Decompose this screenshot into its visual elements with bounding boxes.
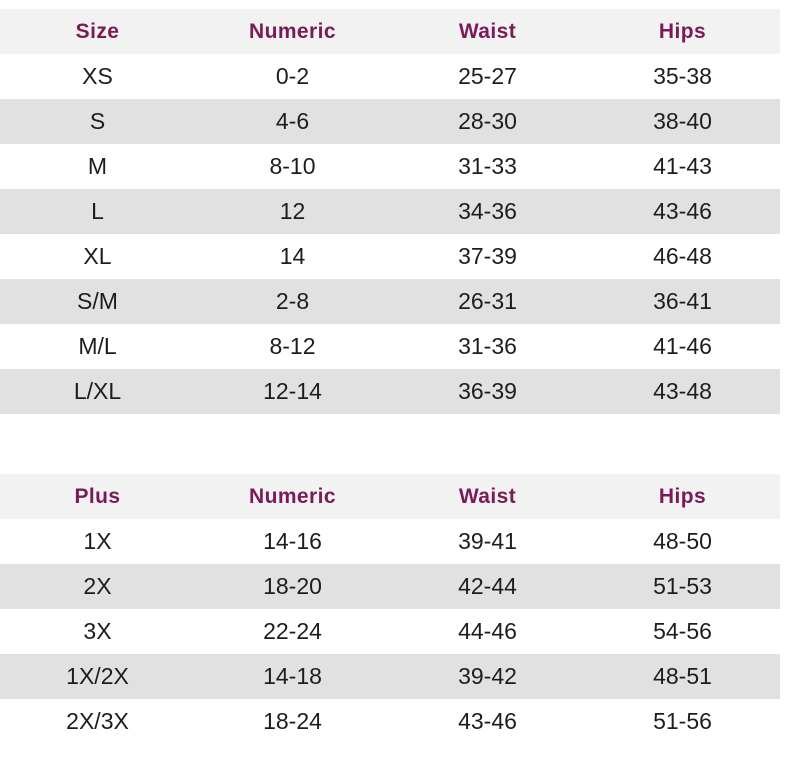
table-row: XL 14 37-39 46-48 [0, 234, 780, 279]
table-cell: 48-50 [653, 528, 712, 554]
table-cell: 36-41 [653, 288, 712, 314]
table-cell: 31-36 [458, 333, 517, 359]
header-cell: Waist [458, 484, 517, 508]
table-row: L 12 34-36 43-46 [0, 189, 780, 234]
header-cell: Size [75, 19, 120, 43]
table-cell: 41-43 [653, 153, 712, 179]
table-cell: 28-30 [458, 108, 517, 134]
table-cell: 14-16 [263, 528, 322, 554]
table-cell: 48-51 [653, 663, 712, 689]
table-row: M 8-10 31-33 41-43 [0, 144, 780, 189]
table-cell: S/M [77, 288, 118, 314]
table-cell: 41-46 [653, 333, 712, 359]
table-cell: 18-24 [263, 708, 322, 734]
table-cell: 26-31 [458, 288, 517, 314]
table-cell: S [89, 108, 106, 134]
table-cell: 39-42 [458, 663, 517, 689]
table-row: 1X 14-16 39-41 48-50 [0, 519, 780, 564]
plus-size-table: Plus Numeric Waist Hips 1X 14-16 39-41 48-50 2X… [0, 474, 780, 744]
table-cell: 43-46 [458, 708, 517, 734]
table-cell: 37-39 [458, 243, 517, 269]
table-cell: 25-27 [458, 63, 517, 89]
table-cell: 31-33 [458, 153, 517, 179]
table-cell: 2X/3X [66, 708, 129, 734]
table-cell: 3X [83, 618, 112, 644]
table-cell: 35-38 [653, 63, 712, 89]
table-gap [0, 414, 800, 474]
table-cell: 1X/2X [66, 663, 129, 689]
table-cell: 46-48 [653, 243, 712, 269]
table-cell: 18-20 [263, 573, 322, 599]
table-cell: 34-36 [458, 198, 517, 224]
table-row: 3X 22-24 44-46 54-56 [0, 609, 780, 654]
table-cell: M/L [78, 333, 117, 359]
header-cell: Numeric [249, 484, 336, 508]
table-cell: 12 [279, 198, 306, 224]
table-row: 2X/3X 18-24 43-46 51-56 [0, 699, 780, 744]
table-cell: 51-56 [653, 708, 712, 734]
table-cell: 51-53 [653, 573, 712, 599]
table-cell: 4-6 [275, 108, 310, 134]
header-cell: Plus [74, 484, 121, 508]
table-cell: 38-40 [653, 108, 712, 134]
table-row: 2X 18-20 42-44 51-53 [0, 564, 780, 609]
table-row: L/XL 12-14 36-39 43-48 [0, 369, 780, 414]
table-cell: 39-41 [458, 528, 517, 554]
table-cell: 14-18 [263, 663, 322, 689]
table-cell: 8-12 [269, 333, 316, 359]
table-row: XS 0-2 25-27 35-38 [0, 54, 780, 99]
table-row: 1X/2X 14-18 39-42 48-51 [0, 654, 780, 699]
table-cell: 42-44 [458, 573, 517, 599]
table-row: S/M 2-8 26-31 36-41 [0, 279, 780, 324]
table-cell: 43-48 [653, 378, 712, 404]
table-cell: 22-24 [263, 618, 322, 644]
table-cell: M [87, 153, 108, 179]
table-cell: 54-56 [653, 618, 712, 644]
table-cell: 12-14 [263, 378, 322, 404]
header-row: Plus Numeric Waist Hips [0, 474, 780, 519]
table-row: M/L 8-12 31-36 41-46 [0, 324, 780, 369]
table-cell: 14 [279, 243, 306, 269]
table-row: S 4-6 28-30 38-40 [0, 99, 780, 144]
table-cell: L [91, 198, 104, 224]
table-cell: 1X [83, 528, 112, 554]
table-cell: 36-39 [458, 378, 517, 404]
header-cell: Numeric [249, 19, 336, 43]
header-cell: Waist [458, 19, 517, 43]
header-row: Size Numeric Waist Hips [0, 9, 780, 54]
header-cell: Hips [658, 19, 707, 43]
table-cell: 43-46 [653, 198, 712, 224]
header-cell: Hips [658, 484, 707, 508]
table-cell: 2X [83, 573, 112, 599]
table-cell: L/XL [73, 378, 122, 404]
standard-size-table: Size Numeric Waist Hips XS 0-2 25-27 35-38 S 4-6… [0, 9, 780, 414]
table-cell: 2-8 [275, 288, 310, 314]
table-cell: XS [82, 63, 113, 89]
table-cell: 8-10 [269, 153, 316, 179]
table-cell: XL [83, 243, 112, 269]
table-cell: 44-46 [458, 618, 517, 644]
table-cell: 0-2 [275, 63, 310, 89]
